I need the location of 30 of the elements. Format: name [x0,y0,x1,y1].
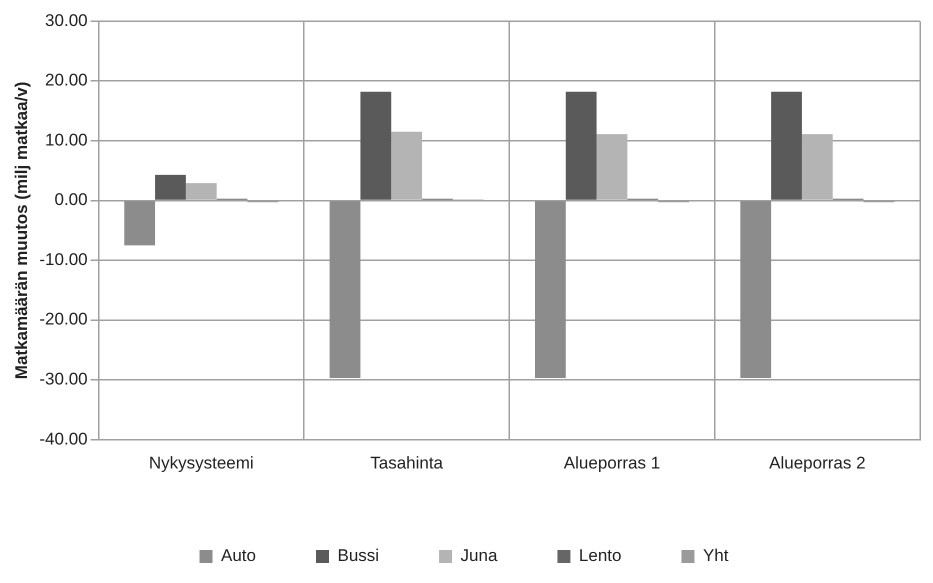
bar [155,174,186,200]
legend-label: Bussi [337,546,380,566]
y-tick-label: -20.00 [39,310,88,329]
bar [596,134,628,200]
y-tick-label: 30.00 [45,10,88,30]
y-tick-label: 0.00 [54,190,88,210]
x-tick-label: Alueporras 2 [769,453,866,472]
legend-label: Auto [221,546,256,566]
y-tick-label: 20.00 [45,70,88,90]
bar [186,183,217,200]
bar [360,92,392,200]
bar [330,201,360,378]
y-tick-label: -30.00 [39,370,88,389]
bar [391,132,422,200]
bar [534,201,566,378]
y-axis-title: Matkamäärän muutos (milj matkaa/v) [12,82,31,380]
x-tick-label: Tasahinta [370,453,444,472]
bar [771,92,802,200]
y-tick-label: -10.00 [39,250,88,269]
x-tick-label: Nykysysteemi [148,453,254,472]
bar [802,134,833,200]
y-tick-label: 10.00 [45,130,88,150]
legend-label: Juna [460,546,498,566]
x-tick-label: Alueporras 1 [564,453,660,472]
y-tick-label: -40.00 [39,429,88,448]
bar [566,92,597,200]
legend-label: Lento [578,546,622,566]
legend-label: Yht [702,546,729,566]
bar [124,201,156,246]
bar [740,201,772,378]
